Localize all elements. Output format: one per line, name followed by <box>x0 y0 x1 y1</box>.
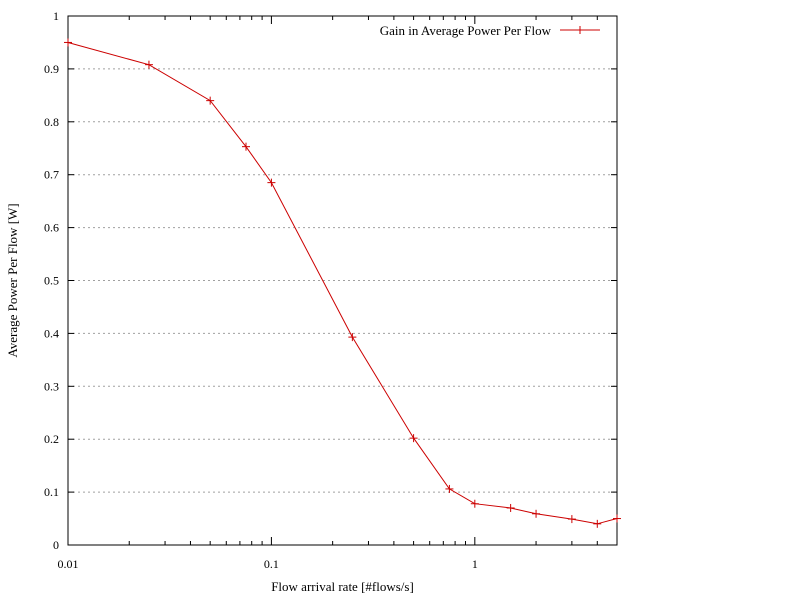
grid-lines <box>68 68 617 493</box>
y-tick-label: 0.7 <box>44 168 59 182</box>
data-point-marker <box>567 515 576 524</box>
y-axis-title: Average Power Per Flow [W] <box>5 203 20 357</box>
legend-label: Gain in Average Power Per Flow <box>380 23 552 38</box>
y-tick-label: 0.5 <box>44 274 59 288</box>
data-point-marker <box>593 519 602 528</box>
y-tick-label: 0.4 <box>44 326 59 340</box>
y-tick-label: 0 <box>53 538 59 552</box>
data-point-marker <box>267 178 276 187</box>
series-layer <box>64 38 621 528</box>
y-tick-label: 0.9 <box>44 62 59 76</box>
series-line <box>67 42 618 525</box>
data-point-marker <box>206 96 215 105</box>
x-tick-label: 0.1 <box>264 557 279 571</box>
x-axis-title: Flow arrival rate [#flows/s] <box>271 579 414 594</box>
data-point-marker <box>144 60 153 69</box>
data-point-marker <box>613 514 621 523</box>
legend: Gain in Average Power Per Flow <box>380 23 600 38</box>
legend-marker <box>576 26 584 34</box>
y-tick-label: 0.6 <box>44 221 59 235</box>
y-tick-label: 0.8 <box>44 115 59 129</box>
data-point-marker <box>445 484 454 493</box>
x-tick-label: 1 <box>472 557 478 571</box>
y-tick-label: 1 <box>53 9 59 23</box>
x-tick-label: 0.01 <box>58 557 79 571</box>
y-tick-label: 0.2 <box>44 432 59 446</box>
data-point-marker <box>241 142 250 151</box>
data-point-marker <box>348 333 357 342</box>
data-point-marker <box>470 499 479 508</box>
y-tick-label: 0.1 <box>44 485 59 499</box>
y-tick-label: 0.3 <box>44 379 59 393</box>
plot-frame <box>67 15 618 546</box>
data-point-marker <box>532 509 541 518</box>
data-point-marker <box>506 503 515 512</box>
data-point-marker <box>64 38 72 47</box>
data-point-marker <box>409 434 418 443</box>
tick-labels: 0 0.1 0.2 0.3 0.4 0.5 0.6 0.7 0.8 0.9 1 0.01 0.1 1 <box>44 9 478 571</box>
